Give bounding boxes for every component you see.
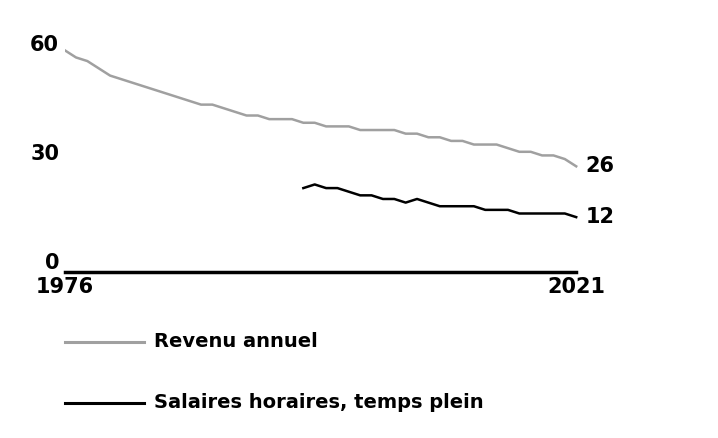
Text: Revenu annuel: Revenu annuel	[154, 332, 318, 351]
Text: Salaires horaires, temps plein: Salaires horaires, temps plein	[154, 393, 484, 413]
Text: 26: 26	[585, 156, 615, 177]
Text: 12: 12	[585, 207, 615, 227]
